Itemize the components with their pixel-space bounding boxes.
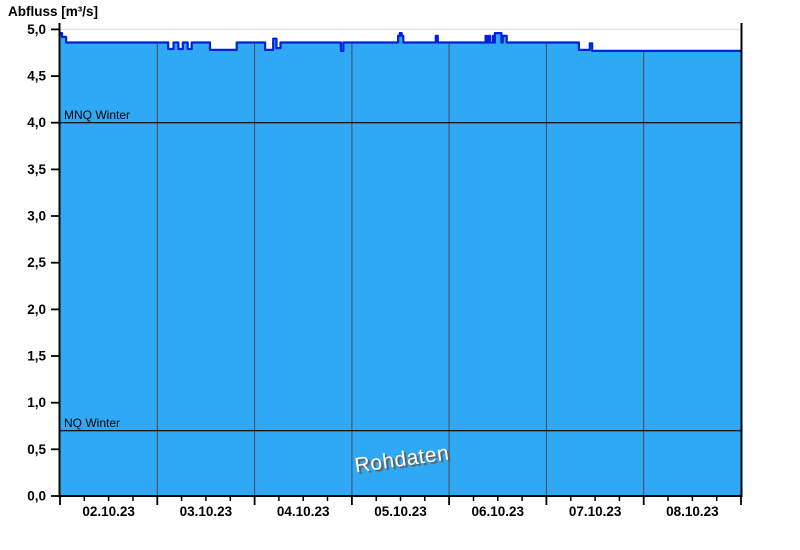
- y-tick-label: 3,5: [27, 162, 46, 177]
- y-tick-label: 2,5: [27, 255, 46, 270]
- nq-winter-label: NQ Winter: [64, 416, 121, 431]
- y-tick-label: 0,0: [27, 489, 46, 504]
- x-day-label: 06.10.23: [472, 504, 525, 519]
- discharge-line: [60, 31, 741, 53]
- y-tick-label: 2,0: [27, 302, 46, 317]
- x-day-label: 04.10.23: [277, 504, 330, 519]
- y-tick-label: 1,0: [27, 395, 46, 410]
- x-day-label: 08.10.23: [666, 504, 719, 519]
- discharge-area-fill: [60, 33, 741, 496]
- mnq-winter-label: MNQ Winter: [64, 108, 130, 123]
- y-tick-label: 4,0: [27, 115, 46, 130]
- y-tick-label: 5,0: [27, 22, 46, 37]
- x-day-label: 03.10.23: [180, 504, 233, 519]
- x-day-label: 05.10.23: [374, 504, 427, 519]
- y-tick-label: 3,0: [27, 209, 46, 224]
- x-day-label: 07.10.23: [569, 504, 622, 519]
- y-tick-label: 0,5: [27, 442, 46, 457]
- y-tick-label: 4,5: [27, 69, 46, 84]
- chart-title: Abfluss [m³/s]: [8, 4, 99, 19]
- y-tick-label: 1,5: [27, 349, 46, 364]
- x-day-label: 02.10.23: [82, 504, 135, 519]
